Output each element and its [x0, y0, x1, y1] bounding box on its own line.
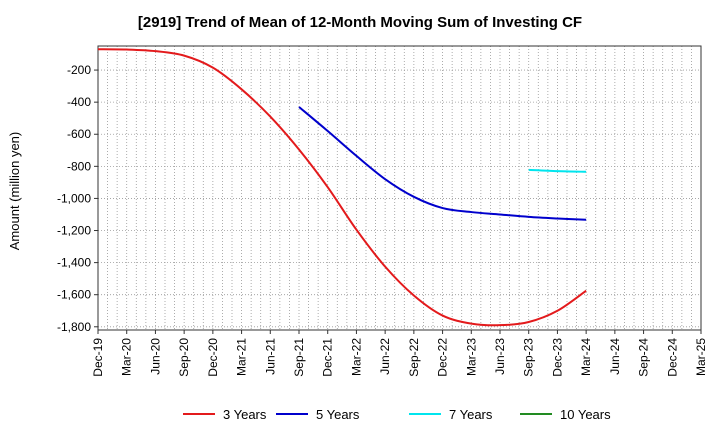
x-tick-label: Dec-23	[550, 338, 564, 377]
legend-label: 3 Years	[223, 407, 267, 422]
x-tick-label: Mar-23	[464, 338, 478, 376]
y-axis: -200 -400 -600 -800 -1,000 -1,200 -1,400 -1,600…	[57, 63, 98, 334]
x-tick-label: Mar-22	[349, 338, 363, 376]
x-tick-label: Sep-21	[292, 338, 306, 377]
y-tick-label: -200	[67, 63, 91, 77]
legend-item: 7 Years	[409, 407, 493, 422]
x-tick-label: Jun-20	[148, 338, 162, 375]
x-tick-label: Mar-21	[235, 338, 249, 376]
y-tick-label: -800	[67, 159, 91, 173]
y-axis-label: Amount (million yen)	[7, 132, 22, 251]
series-line-5-years	[298, 106, 587, 221]
x-tick-label: Sep-22	[407, 338, 421, 377]
legend: 3 Years 5 Years 7 Years 10 Years	[183, 407, 611, 422]
x-tick-label: Mar-20	[120, 338, 134, 376]
series-layer	[97, 48, 587, 327]
legend-label: 5 Years	[316, 407, 360, 422]
x-tick-label: Dec-19	[91, 338, 105, 377]
x-tick-label: Dec-24	[665, 338, 679, 377]
x-tick-label: Dec-22	[436, 338, 450, 377]
legend-label: 10 Years	[560, 407, 611, 422]
y-tick-label: -600	[67, 127, 91, 141]
x-tick-label: Jun-21	[263, 338, 277, 375]
x-tick-label: Jun-23	[493, 338, 507, 375]
grid	[98, 46, 701, 330]
x-tick-label: Dec-20	[206, 338, 220, 377]
y-tick-label: -1,200	[57, 224, 91, 238]
x-tick-label: Jun-22	[378, 338, 392, 375]
y-tick-label: -400	[67, 95, 91, 109]
y-tick-label: -1,400	[57, 256, 91, 270]
y-tick-label: -1,800	[57, 320, 91, 334]
legend-label: 7 Years	[449, 407, 493, 422]
x-tick-label: Mar-25	[694, 338, 708, 376]
legend-item: 3 Years	[183, 407, 267, 422]
x-tick-label: Jun-24	[608, 338, 622, 375]
x-tick-label: Dec-21	[321, 338, 335, 377]
x-axis: Dec-19 Mar-20 Jun-20 Sep-20 Dec-20 Mar-21 Jun-…	[91, 330, 708, 377]
legend-item: 5 Years	[276, 407, 360, 422]
series-line-3-years	[97, 48, 587, 327]
x-tick-label: Mar-24	[579, 338, 593, 376]
series-line-7-years	[528, 168, 587, 173]
x-tick-label: Sep-20	[177, 338, 191, 377]
y-tick-label: -1,600	[57, 288, 91, 302]
x-tick-label: Sep-24	[637, 338, 651, 377]
legend-item: 10 Years	[520, 407, 611, 422]
chart-title: [2919] Trend of Mean of 12-Month Moving …	[137, 14, 583, 31]
y-tick-label: -1,000	[57, 191, 91, 205]
x-tick-label: Sep-23	[522, 338, 536, 377]
plot-area	[97, 45, 702, 331]
